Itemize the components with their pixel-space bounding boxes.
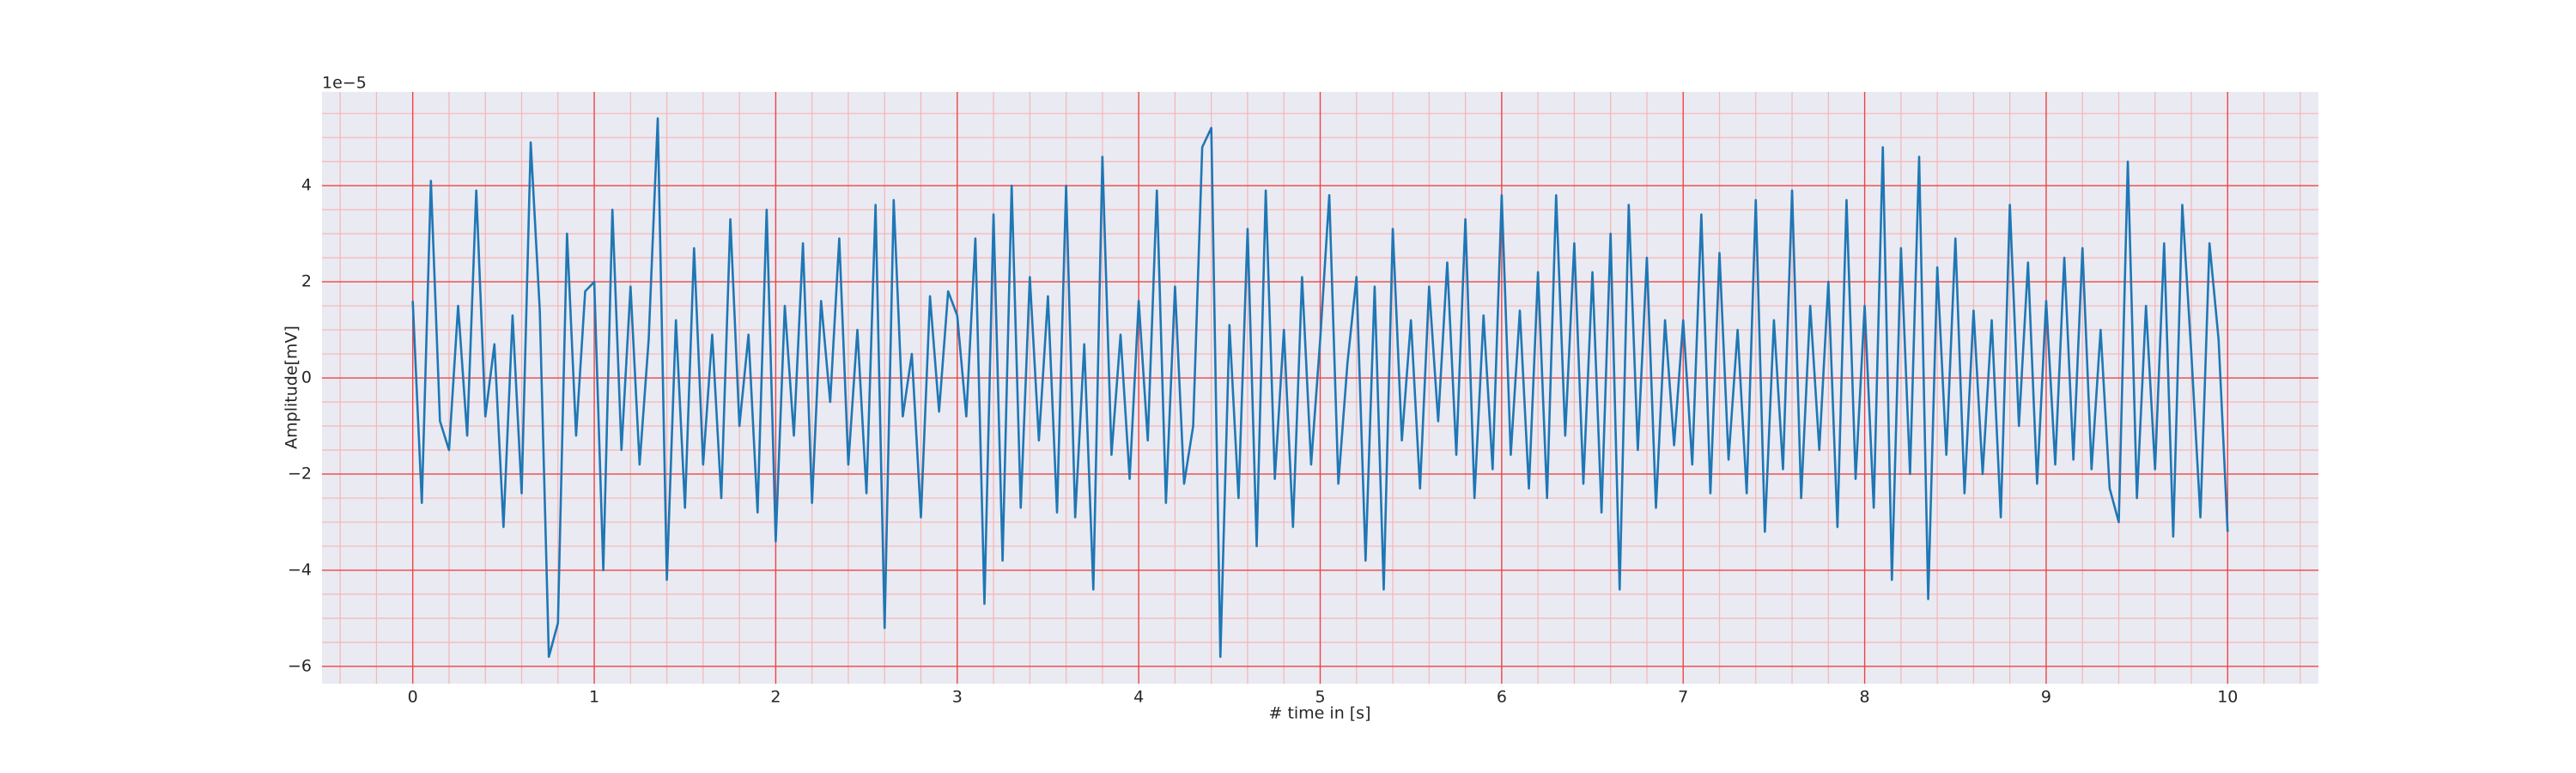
x-tick-label: 5 xyxy=(1315,688,1325,707)
y-tick-label: 4 xyxy=(301,176,312,195)
y-tick-label: −2 xyxy=(288,464,312,483)
x-axis-label: # time in [s] xyxy=(1268,704,1370,723)
x-tick-label: 8 xyxy=(1860,688,1870,707)
x-tick-label: 4 xyxy=(1133,688,1144,707)
x-tick-label: 6 xyxy=(1497,688,1507,707)
plot-lines xyxy=(411,117,2229,658)
y-tick-label: 0 xyxy=(301,368,312,387)
y-tick-label: 2 xyxy=(301,272,312,291)
x-tick-label: 9 xyxy=(2041,688,2051,707)
signal-line xyxy=(411,117,2229,658)
x-tick-label: 2 xyxy=(770,688,781,707)
y-tick-label: −4 xyxy=(288,560,312,579)
y-tick-label: −6 xyxy=(288,656,312,675)
x-tick-label: 7 xyxy=(1678,688,1688,707)
x-tick-label: 1 xyxy=(589,688,599,707)
tick-labels: 0 1 2 3 4 5 6 7 8 9 10 −6 −4 −2 0 2 4 xyxy=(288,176,2238,707)
y-offset-text: 1e−5 xyxy=(322,74,367,93)
x-tick-label: 10 xyxy=(2217,688,2238,707)
y-axis-label: Amplitude[mV] xyxy=(283,326,301,449)
x-tick-label: 0 xyxy=(408,688,418,707)
x-tick-label: 3 xyxy=(952,688,963,707)
